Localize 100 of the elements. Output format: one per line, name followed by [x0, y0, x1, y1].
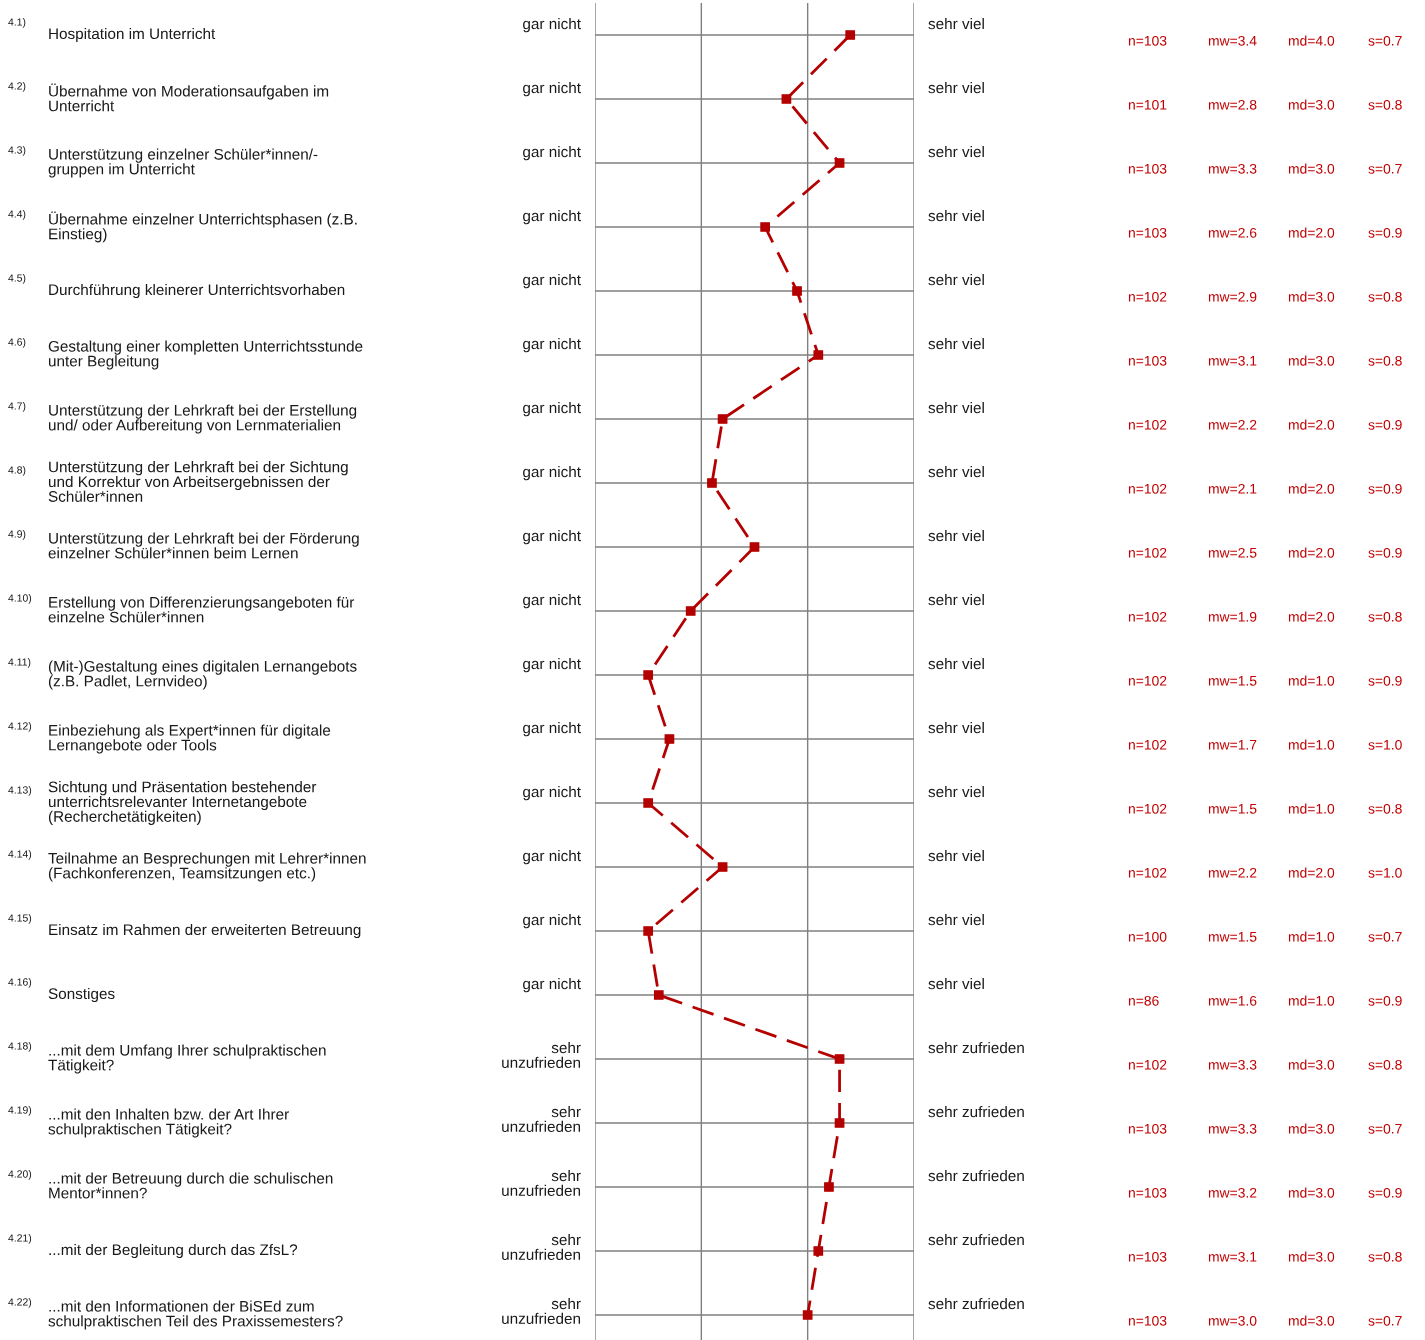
text: s=0.8 — [1368, 1251, 1402, 1262]
text: sehr zufrieden — [928, 1298, 1024, 1310]
data-label: mw=2.2 — [1208, 867, 1257, 878]
text: n=102 — [1128, 419, 1167, 430]
data-label: mw=3.0 — [1208, 1315, 1257, 1326]
data-label: mw=2.8 — [1208, 99, 1257, 110]
y-tick-label: ...mit den Inhalten bzw. der Art Ihrer schulpraktischen Tätigkeit? — [48, 1108, 289, 1138]
text: n=103 — [1128, 1251, 1167, 1262]
text: n=102 — [1128, 547, 1167, 558]
text: n=103 — [1128, 1315, 1167, 1326]
text: n=102 — [1128, 611, 1167, 622]
point — [653, 990, 664, 1000]
text: n=102 — [1128, 291, 1167, 302]
text: s=0.9 — [1368, 419, 1402, 430]
text: s=0.8 — [1368, 291, 1402, 302]
text: n=103 — [1128, 1187, 1167, 1198]
text: md=4.0 — [1288, 35, 1335, 46]
text: sehr viel — [928, 402, 984, 414]
point — [749, 542, 760, 552]
point — [834, 1118, 845, 1128]
point — [781, 94, 792, 104]
text: 4.19) — [8, 1106, 32, 1116]
text: s=0.7 — [1368, 931, 1402, 942]
text: 4.13) — [8, 786, 32, 796]
text: sehr viel — [928, 18, 984, 30]
text: md=2.0 — [1288, 419, 1335, 430]
data-label: mw=2.2 — [1208, 419, 1257, 430]
text: gar nicht — [523, 338, 581, 353]
text: 4.20) — [8, 1170, 32, 1180]
text: n=101 — [1128, 99, 1167, 110]
data-label: mw=1.5 — [1208, 932, 1257, 942]
text: s=0.7 — [1368, 163, 1402, 174]
text: n=102 — [1128, 1059, 1167, 1070]
text: gar nicht — [523, 594, 581, 609]
text: md=1.0 — [1288, 995, 1335, 1006]
text: 4.12) — [8, 722, 32, 732]
text: gar nicht — [523, 530, 581, 545]
text: s=0.9 — [1368, 483, 1402, 494]
data-label: mw=2.6 — [1208, 227, 1257, 238]
y-tick-label: Übernahme einzelner Unterrichtsphasen (z.B. Einstieg) — [49, 211, 357, 243]
point — [760, 222, 770, 232]
text: sehr viel — [928, 658, 984, 670]
text: n=100 — [1128, 931, 1167, 942]
text: md=1.0 — [1288, 739, 1335, 750]
text: md=2.0 — [1288, 227, 1335, 238]
text: s=0.9 — [1368, 547, 1402, 558]
point — [643, 798, 654, 808]
text: s=1.0 — [1368, 739, 1402, 750]
y-tick-label: Hospitation im Unterricht — [49, 27, 216, 43]
text: gar nicht — [523, 82, 581, 97]
text: 4.10) — [8, 594, 32, 604]
y-tick-label: Unterstützung der Lehrkraft bei der Erstellung und/ oder Aufbereitung von Lernmaterialien — [48, 404, 357, 434]
point — [685, 606, 696, 616]
text: s=0.7 — [1368, 35, 1402, 46]
text: sehr viel — [928, 914, 984, 926]
text: md=1.0 — [1288, 803, 1335, 814]
text: gar nicht — [523, 786, 581, 801]
text: 4.9) — [8, 530, 26, 540]
y-tick-label: ...mit den Informationen der BiSEd zum schulpraktischen Teil des Praxissemesters? — [48, 1300, 343, 1330]
text: s=0.7 — [1368, 1315, 1402, 1326]
text: sehr viel — [928, 82, 984, 94]
text: s=0.9 — [1368, 227, 1402, 238]
text: sehr unzufrieden — [502, 1234, 581, 1261]
y-tick-label: ...mit der Begleitung durch das ZfsL? — [49, 1243, 298, 1259]
text: gar nicht — [523, 466, 581, 481]
text: sehr viel — [928, 146, 984, 158]
text: gar nicht — [523, 722, 581, 737]
text: n=103 — [1128, 35, 1167, 46]
text: gar nicht — [523, 914, 581, 929]
text: sehr zufrieden — [928, 1170, 1024, 1182]
y-tick-label: Durchführung kleinerer Unterrichtsvorhaben — [49, 283, 345, 299]
text: n=102 — [1128, 739, 1167, 750]
text: 4.16) — [8, 978, 32, 988]
y-tick-label: Unterstützung einzelner Schüler*innen/- gruppen im Unterricht — [48, 148, 318, 178]
y-tick-label: Einsatz im Rahmen der erweiterten Betreuung — [49, 923, 361, 939]
text: gar nicht — [523, 18, 581, 33]
data-label: mw=1.9 — [1208, 611, 1257, 622]
text: sehr viel — [928, 594, 984, 606]
y-tick-label: Erstellung von Differenzierungsangeboten für einzelne Schüler*innen — [48, 596, 355, 623]
text: 4.15) — [8, 914, 32, 924]
text: sehr unzufrieden — [502, 1170, 581, 1197]
y-tick-label: Gestaltung einer kompletten Unterrichtsstunde unter Begleitung — [48, 340, 363, 370]
text: md=1.0 — [1288, 931, 1335, 942]
text: sehr viel — [928, 978, 984, 990]
point — [792, 286, 802, 296]
text: 4.22) — [8, 1298, 32, 1308]
point — [643, 926, 654, 936]
text: sehr unzufrieden — [502, 1042, 581, 1069]
text: s=0.9 — [1368, 675, 1402, 686]
data-label: mw=3.3 — [1208, 163, 1257, 174]
point — [643, 670, 654, 680]
text: sehr viel — [928, 530, 984, 542]
point — [802, 1310, 813, 1320]
text: gar nicht — [523, 658, 581, 673]
point — [717, 414, 728, 424]
text: md=2.0 — [1288, 867, 1335, 878]
text: md=3.0 — [1288, 99, 1335, 110]
text: gar nicht — [523, 978, 581, 993]
text: md=3.0 — [1288, 291, 1335, 302]
text: md=3.0 — [1288, 1059, 1335, 1070]
